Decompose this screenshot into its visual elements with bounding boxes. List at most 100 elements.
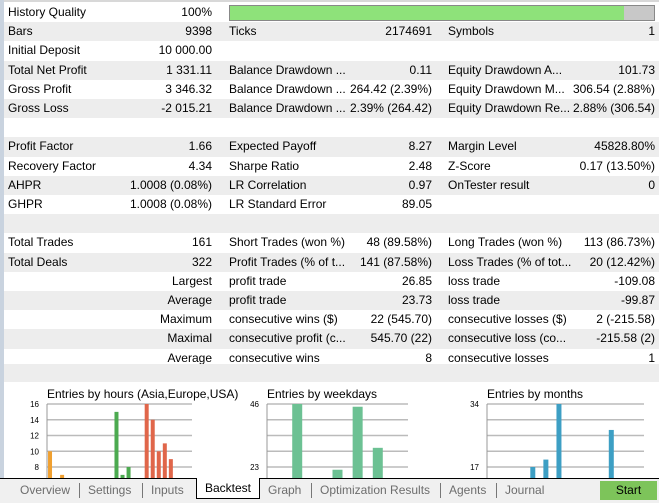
stats-row: Total Net Profit 1 331.11 Balance Drawdown… — [4, 60, 659, 80]
stat-label: Balance Drawdown ... — [229, 101, 346, 115]
chart-title: Entries by hours (Asia,Europe,USA) — [47, 387, 238, 401]
stat-label: Maximum — [159, 312, 212, 327]
stat-value: 2.48 — [408, 158, 432, 173]
y-tick-label: 23 — [250, 463, 259, 472]
stat-value: 306.54 (2.88%) — [572, 81, 655, 96]
stat-value: 10 000.00 — [158, 43, 212, 58]
stat-label: Total Net Profit — [8, 62, 87, 77]
stat-value: 48 (89.58%) — [366, 235, 432, 250]
stat-label: Short Trades (won %) — [229, 235, 346, 250]
stat-label: Total Trades — [8, 235, 74, 250]
stats-row: Maximum consecutive wins ($) 22 (545.70) co… — [4, 310, 659, 329]
stats-row: Total Deals 322 Profit Trades (% of t... 14… — [4, 252, 659, 272]
chart-bar — [48, 451, 53, 482]
chart-bar — [556, 404, 562, 482]
stat-label: Profit Factor — [8, 139, 74, 154]
tab-optimization-results[interactable]: Optimization Results — [320, 483, 431, 497]
start-button[interactable]: Start — [600, 481, 657, 500]
tab-settings[interactable]: Settings — [88, 483, 132, 497]
stats-row: GHPR 1.0008 (0.08%) LR Standard Error 89.05 — [4, 195, 659, 214]
stat-value: 113 (86.73%) — [583, 235, 655, 250]
tab-separator — [440, 483, 441, 498]
stat-value: 1.0008 (0.08%) — [129, 197, 212, 211]
chart-bar — [162, 443, 167, 482]
stat-label: Expected Payoff — [229, 139, 317, 154]
stats-row: Largest profit trade 26.85 loss trade -109.0… — [4, 272, 659, 291]
chart-title: Entries by months — [487, 387, 583, 401]
stat-value: 1 — [648, 24, 655, 39]
chart-bar — [352, 406, 363, 482]
stat-value: -2 015.21 — [161, 101, 212, 115]
stat-value: 26.85 — [401, 273, 432, 288]
stat-value: 322 — [191, 254, 212, 269]
stat-label: Bars — [8, 24, 33, 39]
y-tick-label: 46 — [250, 400, 259, 409]
stat-value: 9398 — [185, 24, 212, 39]
history-quality-fill — [230, 6, 625, 20]
tab-backtest[interactable]: Backtest — [196, 478, 261, 499]
stat-label: Maximal — [167, 331, 212, 346]
stat-label: Sharpe Ratio — [229, 158, 300, 173]
stat-value: 161 — [191, 235, 212, 250]
stats-row: Bars 9398 Ticks 2174691 Symbols 1 — [4, 22, 659, 42]
history-quality-bar — [229, 5, 655, 21]
stat-label: AHPR — [8, 177, 42, 192]
stat-value: 2.88% (306.54) — [572, 101, 655, 115]
stat-value: 3 346.32 — [165, 81, 212, 96]
top-border — [0, 0, 659, 2]
stat-value: 1 — [648, 350, 655, 365]
tab-graph[interactable]: Graph — [268, 483, 302, 497]
stat-label: Symbols — [448, 24, 495, 39]
stat-value: 20 (12.42%) — [589, 254, 655, 269]
stats-row — [4, 214, 659, 234]
stat-value: -215.58 (2) — [596, 331, 655, 346]
stat-value: -109.08 — [614, 273, 655, 288]
stat-label: Equity Drawdown A... — [448, 62, 563, 77]
stat-label: consecutive losses — [448, 350, 549, 365]
chart-bar — [530, 467, 536, 482]
stat-label: Balance Drawdown ... — [229, 81, 346, 96]
spacer-row — [4, 364, 659, 382]
stat-value: 2 (-215.58) — [596, 312, 655, 327]
history-quality-label: History Quality — [8, 5, 87, 19]
tab-journal[interactable]: Journal — [505, 483, 545, 497]
stat-value: 2.39% (264.42) — [349, 101, 432, 115]
stats-row — [4, 118, 659, 137]
chart-bar — [608, 429, 614, 482]
tab-separator — [496, 483, 497, 498]
stats-row: AHPR 1.0008 (0.08%) LR Correlation 0.97 OnTe… — [4, 175, 659, 195]
stats-row: Recovery Factor 4.34 Sharpe Ratio 2.48 Z-Sco… — [4, 157, 659, 176]
stat-label: Average — [167, 350, 212, 365]
stat-label: LR Correlation — [229, 177, 307, 192]
chart-bar — [156, 451, 161, 482]
history-quality-row: History Quality 100% — [4, 3, 659, 22]
stat-value: 89.05 — [401, 197, 432, 211]
stat-label: Margin Level — [448, 139, 517, 154]
stat-label: Largest — [171, 273, 212, 288]
charts-panel: Entries by hours (Asia,Europe,USA) 16 14 12… — [4, 382, 659, 484]
stat-value: 264.42 (2.39%) — [349, 81, 432, 96]
y-tick-label: 14 — [30, 416, 39, 425]
stat-value: -99.87 — [620, 293, 655, 307]
stat-label: GHPR — [8, 197, 43, 211]
stat-label: Equity Drawdown M... — [448, 81, 565, 96]
chart-title: Entries by weekdays — [267, 387, 377, 401]
chart-bar — [372, 447, 383, 482]
stats-row: Average consecutive wins 8 consecutive loss… — [4, 349, 659, 368]
tab-inputs[interactable]: Inputs — [151, 483, 184, 497]
stats-row: Maximal consecutive profit (c... 545.70 (2… — [4, 329, 659, 349]
stat-label: consecutive losses ($) — [448, 312, 567, 327]
stats-row: Initial Deposit 10 000.00 — [4, 41, 659, 60]
tab-overview[interactable]: Overview — [20, 483, 71, 497]
left-edge — [0, 0, 4, 502]
chart-bar — [150, 419, 155, 482]
stat-label: Gross Loss — [8, 101, 69, 115]
stat-value: 101.73 — [618, 62, 655, 77]
stat-label: OnTester result — [448, 177, 530, 192]
tab-agents[interactable]: Agents — [449, 483, 487, 497]
stat-value: 1 331.11 — [166, 62, 212, 77]
stat-label: Total Deals — [8, 254, 68, 269]
stats-row: Gross Profit 3 346.32 Balance Drawdown ...… — [4, 80, 659, 99]
stat-label: profit trade — [229, 293, 287, 307]
stat-label: Ticks — [229, 24, 257, 39]
